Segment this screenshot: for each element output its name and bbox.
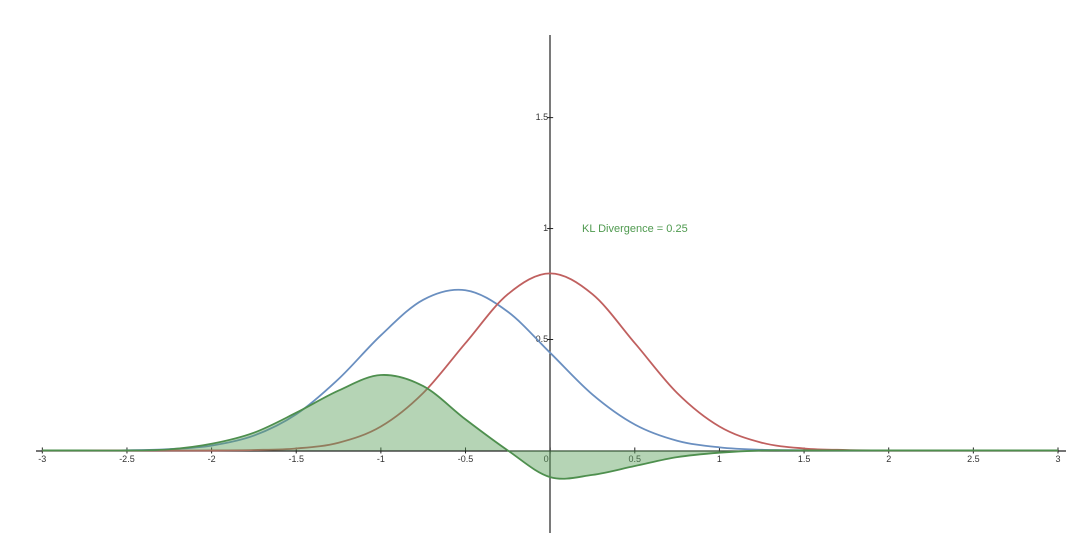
- x-tick-label: 2: [886, 454, 891, 464]
- annotation: KL Divergence = 0.25: [582, 223, 688, 235]
- x-tick-label: 3: [1055, 454, 1060, 464]
- x-tick-label: 0.5: [629, 454, 642, 464]
- x-tick-label: -3: [38, 454, 46, 464]
- x-tick-label: -2: [208, 454, 216, 464]
- line: [42, 374, 1058, 480]
- x-tick-label: -1: [377, 454, 385, 464]
- x-tick-label: -0.5: [458, 454, 474, 464]
- x-tick-label: 1.5: [798, 454, 811, 464]
- x-tick-label: 1: [717, 454, 722, 464]
- x-tick-label: 0: [544, 454, 549, 464]
- area: [42, 374, 1058, 479]
- y-tick-label: 1.5: [536, 112, 549, 122]
- x-tick-label: -2.5: [119, 454, 135, 464]
- x-tick-label: -1.5: [288, 454, 304, 464]
- x-tick-label: 2.5: [967, 454, 980, 464]
- y-tick-label: 1: [543, 223, 548, 233]
- y-tick-label: 0.5: [536, 334, 549, 344]
